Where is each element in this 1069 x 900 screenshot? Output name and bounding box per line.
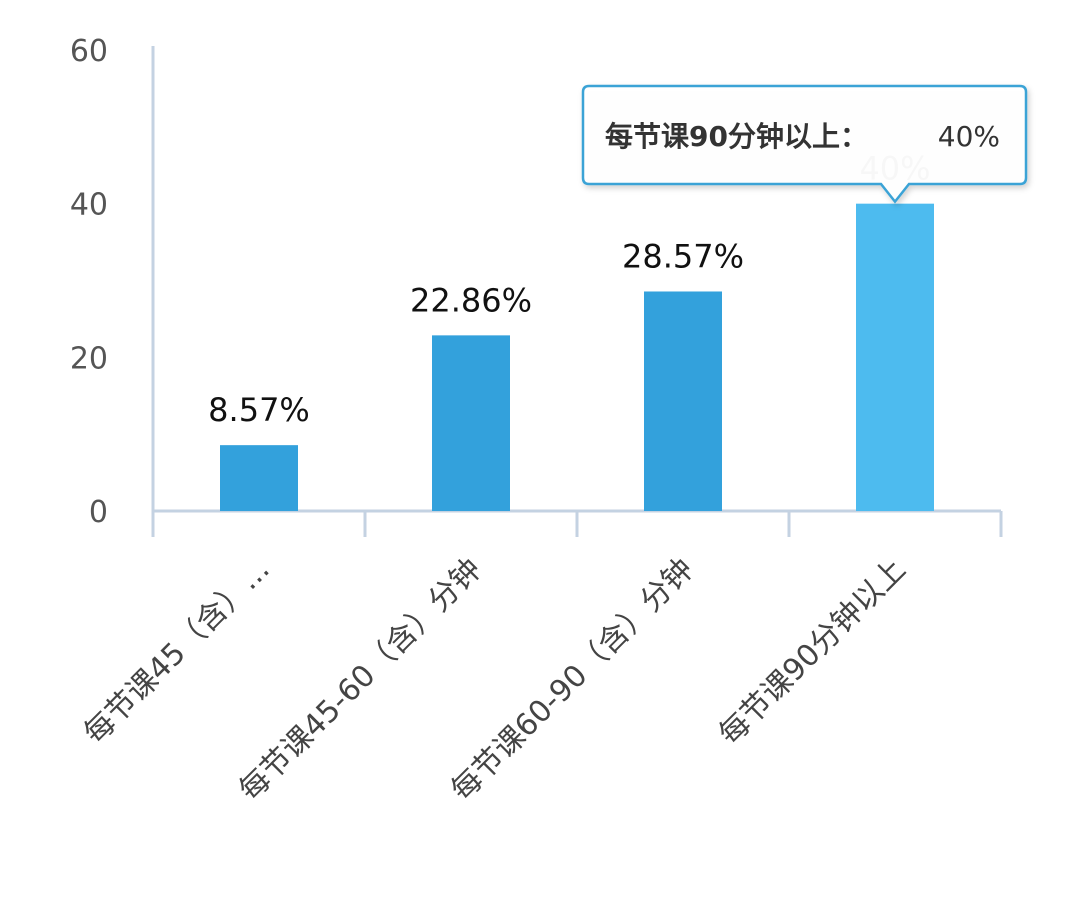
x-category-label: 每节课45（含）... [77, 552, 276, 751]
bar[interactable] [644, 291, 722, 511]
tooltip: 每节课90分钟以上： 40% [581, 84, 1028, 204]
value-labels: 8.57%22.86%28.57%40% [208, 150, 930, 429]
y-tick-label: 0 [89, 495, 108, 530]
x-category-label: 每节课90分钟以上 [712, 552, 912, 752]
tooltip-category: 每节课90分钟以上： [605, 120, 868, 153]
bar-value-label: 8.57% [208, 391, 310, 429]
x-category-label: 每节课60-90（含）分钟 [445, 552, 701, 808]
bars [220, 203, 934, 511]
y-tick-label: 40 [70, 188, 108, 223]
x-axis [151, 509, 1003, 537]
x-category-label: 每节课45-60（含）分钟 [233, 552, 489, 808]
bar[interactable] [220, 445, 298, 511]
y-tick-label: 20 [70, 341, 108, 376]
tooltip-box [581, 84, 1028, 204]
bar-value-label: 28.57% [622, 237, 744, 275]
bar[interactable] [856, 203, 934, 511]
tooltip-value: 40% [938, 120, 1000, 153]
y-tick-label: 60 [70, 34, 108, 69]
bar-value-label: 22.86% [410, 281, 532, 319]
y-axis: 0 20 40 60 [70, 34, 155, 537]
bar[interactable] [432, 335, 510, 511]
